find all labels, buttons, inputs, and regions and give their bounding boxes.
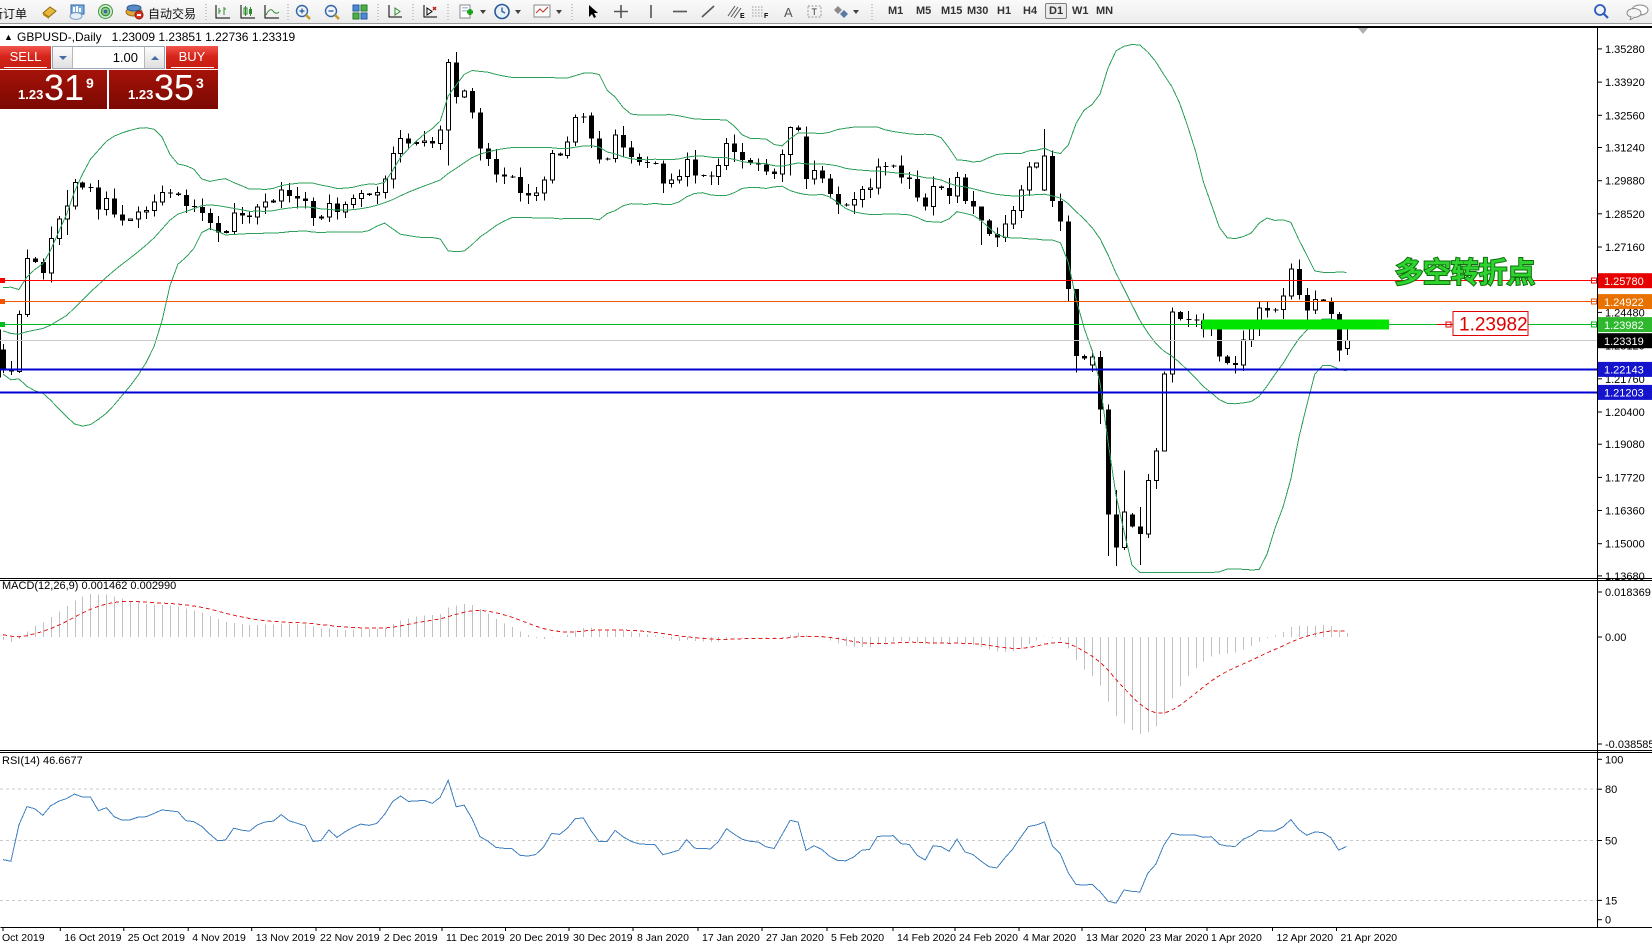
svg-text:GBPUSD-,Daily 1.23009 1.2385: GBPUSD-,Daily 1.23009 1.23851 1.22736 1.… xyxy=(17,30,296,44)
svg-text:1.24922: 1.24922 xyxy=(1604,297,1644,309)
svg-text:1.32560: 1.32560 xyxy=(1605,110,1645,122)
svg-text:17 Jan 2020: 17 Jan 2020 xyxy=(702,932,760,944)
svg-text:1.31240: 1.31240 xyxy=(1605,143,1645,155)
svg-text:50: 50 xyxy=(1605,836,1617,848)
svg-text:-0.038585: -0.038585 xyxy=(1605,739,1652,751)
svg-text:1.19080: 1.19080 xyxy=(1605,439,1645,451)
svg-text:1.28520: 1.28520 xyxy=(1605,209,1645,221)
svg-text:1.13680: 1.13680 xyxy=(1605,571,1645,583)
svg-text:1.27160: 1.27160 xyxy=(1605,242,1645,254)
svg-text:1.15000: 1.15000 xyxy=(1605,539,1645,551)
svg-text:16 Oct 2019: 16 Oct 2019 xyxy=(64,932,121,944)
svg-text:4 Nov 2019: 4 Nov 2019 xyxy=(192,932,246,944)
svg-text:1.33920: 1.33920 xyxy=(1605,77,1645,89)
svg-text:1.25780: 1.25780 xyxy=(1604,276,1644,288)
svg-text:15: 15 xyxy=(1605,895,1617,907)
svg-text:0: 0 xyxy=(1605,915,1611,927)
svg-text:1.23982: 1.23982 xyxy=(1604,320,1644,332)
svg-text:1.20400: 1.20400 xyxy=(1605,407,1645,419)
svg-text:1.16360: 1.16360 xyxy=(1605,506,1645,518)
svg-text:▲: ▲ xyxy=(4,32,13,42)
svg-text:100: 100 xyxy=(1605,754,1623,766)
svg-text:27 Jan 2020: 27 Jan 2020 xyxy=(766,932,824,944)
svg-text:1.23319: 1.23319 xyxy=(1604,336,1644,348)
svg-text:多空转折点: 多空转折点 xyxy=(1395,256,1535,288)
svg-text:24 Feb 2020: 24 Feb 2020 xyxy=(959,932,1018,944)
svg-text:1.17720: 1.17720 xyxy=(1605,472,1645,484)
svg-text:25 Oct 2019: 25 Oct 2019 xyxy=(128,932,185,944)
svg-text:1.22143: 1.22143 xyxy=(1604,365,1644,377)
svg-text:T: T xyxy=(812,7,818,17)
svg-text:E: E xyxy=(740,13,745,20)
svg-text:1.21203: 1.21203 xyxy=(1604,388,1644,400)
svg-text:Oct 2019: Oct 2019 xyxy=(2,932,45,944)
svg-text:4 Mar 2020: 4 Mar 2020 xyxy=(1023,932,1076,944)
svg-text:0.00: 0.00 xyxy=(1605,632,1626,644)
svg-text:2 Dec 2019: 2 Dec 2019 xyxy=(384,932,438,944)
svg-text:1.35280: 1.35280 xyxy=(1605,44,1645,56)
svg-text:21 Apr 2020: 21 Apr 2020 xyxy=(1341,932,1398,944)
svg-text:1.23982: 1.23982 xyxy=(1459,315,1528,336)
svg-text:1.29880: 1.29880 xyxy=(1605,176,1645,188)
svg-text:11 Dec 2019: 11 Dec 2019 xyxy=(446,932,505,944)
svg-text:20 Dec 2019: 20 Dec 2019 xyxy=(510,932,570,944)
svg-text:23 Mar 2020: 23 Mar 2020 xyxy=(1150,932,1209,944)
svg-text:5 Feb 2020: 5 Feb 2020 xyxy=(831,932,884,944)
svg-text:RSI(14) 46.6677: RSI(14) 46.6677 xyxy=(2,755,83,767)
svg-text:13 Nov 2019: 13 Nov 2019 xyxy=(256,932,316,944)
svg-text:1.24480: 1.24480 xyxy=(1605,307,1645,319)
svg-text:22 Nov 2019: 22 Nov 2019 xyxy=(320,932,380,944)
svg-text:14 Feb 2020: 14 Feb 2020 xyxy=(897,932,956,944)
svg-text:F: F xyxy=(764,13,769,20)
svg-text:8 Jan 2020: 8 Jan 2020 xyxy=(637,932,689,944)
svg-text:30 Dec 2019: 30 Dec 2019 xyxy=(573,932,633,944)
svg-text:MACD(12,26,9) 0.001462 0.00299: MACD(12,26,9) 0.001462 0.002990 xyxy=(2,580,176,592)
svg-text:12 Apr 2020: 12 Apr 2020 xyxy=(1277,932,1334,944)
svg-text:13 Mar 2020: 13 Mar 2020 xyxy=(1086,932,1145,944)
svg-text:1 Apr 2020: 1 Apr 2020 xyxy=(1211,932,1262,944)
svg-text:0.018369: 0.018369 xyxy=(1605,587,1651,599)
svg-text:80: 80 xyxy=(1605,784,1617,796)
